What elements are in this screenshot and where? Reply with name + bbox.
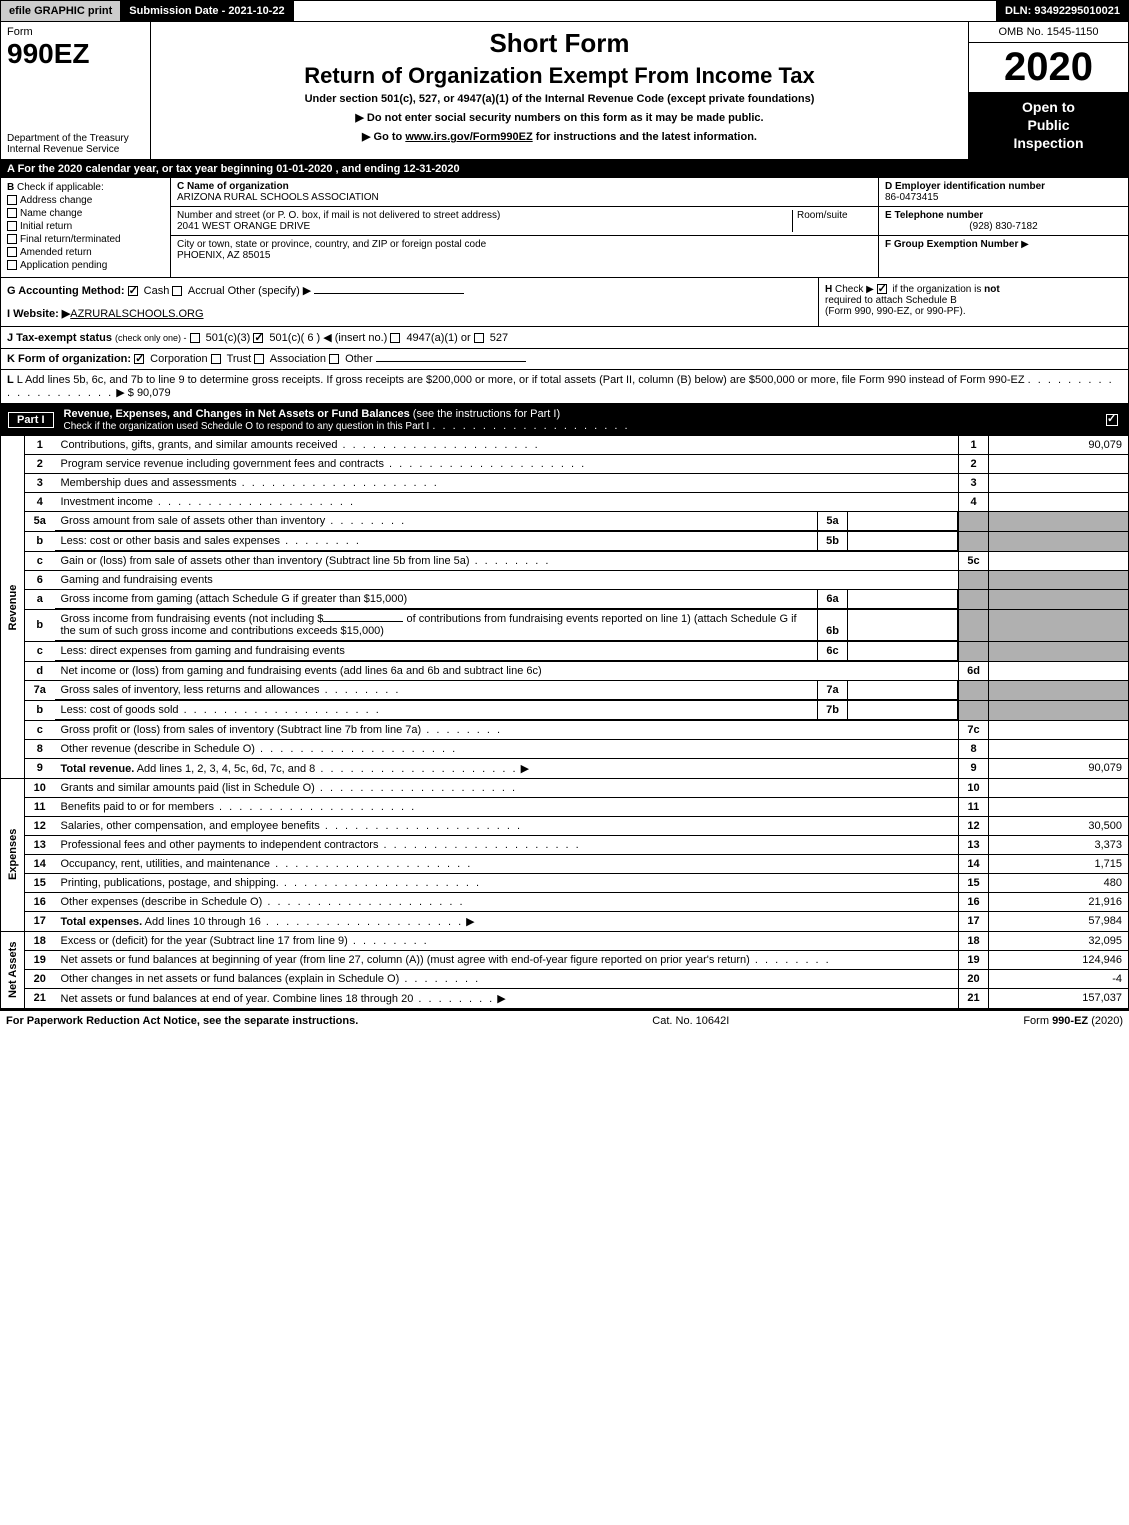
line-16-amount: 21,916 xyxy=(989,892,1129,911)
top-bar: efile GRAPHIC print Submission Date - 20… xyxy=(0,0,1129,22)
corporation-checkbox[interactable] xyxy=(134,354,144,364)
org-name: ARIZONA RURAL SCHOOLS ASSOCIATION xyxy=(177,192,872,203)
section-h: H Check ▶ if the organization is not req… xyxy=(818,278,1128,326)
line-20-amount: -4 xyxy=(989,969,1129,988)
telephone-value: (928) 830-7182 xyxy=(885,221,1122,232)
501c-checkbox[interactable] xyxy=(253,333,263,343)
line-9-amount: 90,079 xyxy=(989,758,1129,778)
section-gh: G Accounting Method: Cash Accrual Other … xyxy=(0,278,1129,327)
line-13-amount: 3,373 xyxy=(989,835,1129,854)
527-checkbox[interactable] xyxy=(474,333,484,343)
address-change-checkbox[interactable] xyxy=(7,195,17,205)
section-def: D Employer identification number 86-0473… xyxy=(878,178,1128,277)
short-form-title: Short Form xyxy=(161,28,958,59)
amended-return-checkbox[interactable] xyxy=(7,247,17,257)
ssn-notice: ▶ Do not enter social security numbers o… xyxy=(161,111,958,124)
info-block: B Check if applicable: Address change Na… xyxy=(0,178,1129,278)
trust-checkbox[interactable] xyxy=(211,354,221,364)
schedule-b-checkbox[interactable] xyxy=(877,284,887,294)
open-to-public: Open to Public Inspection xyxy=(969,92,1128,159)
line-12-amount: 30,500 xyxy=(989,816,1129,835)
return-title: Return of Organization Exempt From Incom… xyxy=(161,63,958,89)
form-label: Form xyxy=(7,26,144,38)
dln: DLN: 93492295010021 xyxy=(997,1,1128,21)
org-city: PHOENIX, AZ 85015 xyxy=(177,250,872,261)
line-19-amount: 124,946 xyxy=(989,950,1129,969)
page-footer: For Paperwork Reduction Act Notice, see … xyxy=(0,1009,1129,1031)
section-j: J Tax-exempt status (check only one) - 5… xyxy=(0,327,1129,349)
form-footer: Form 990-EZ (2020) xyxy=(1023,1015,1123,1027)
net-assets-side-label: Net Assets xyxy=(1,931,25,1008)
initial-return-checkbox[interactable] xyxy=(7,221,17,231)
section-b: B Check if applicable: Address change Na… xyxy=(1,178,171,277)
revenue-side-label: Revenue xyxy=(1,436,25,779)
paperwork-notice: For Paperwork Reduction Act Notice, see … xyxy=(6,1015,358,1027)
other-checkbox[interactable] xyxy=(329,354,339,364)
gross-receipts-amount: $ 90,079 xyxy=(128,387,171,399)
application-pending-checkbox[interactable] xyxy=(7,260,17,270)
part-i-header: Part I Revenue, Expenses, and Changes in… xyxy=(0,404,1129,436)
ein-value: 86-0473415 xyxy=(885,192,1122,203)
under-section: Under section 501(c), 527, or 4947(a)(1)… xyxy=(161,93,958,105)
form-number: 990EZ xyxy=(7,38,144,70)
section-a-tax-year: A For the 2020 calendar year, or tax yea… xyxy=(0,160,1129,178)
goto-notice: ▶ Go to www.irs.gov/Form990EZ for instru… xyxy=(161,130,958,143)
association-checkbox[interactable] xyxy=(254,354,264,364)
dept-treasury: Department of the Treasury xyxy=(7,133,144,144)
form-header: Form 990EZ Department of the Treasury In… xyxy=(0,22,1129,160)
website-link[interactable]: AZRURALSCHOOLS.ORG xyxy=(70,308,203,320)
irs-label: Internal Revenue Service xyxy=(7,144,144,155)
cash-checkbox[interactable] xyxy=(128,286,138,296)
4947-checkbox[interactable] xyxy=(390,333,400,343)
catalog-number: Cat. No. 10642I xyxy=(652,1015,729,1027)
name-change-checkbox[interactable] xyxy=(7,208,17,218)
expenses-side-label: Expenses xyxy=(1,778,25,931)
line-17-amount: 57,984 xyxy=(989,911,1129,931)
schedule-o-checkbox[interactable] xyxy=(1106,414,1118,426)
line-14-amount: 1,715 xyxy=(989,854,1129,873)
irs-link[interactable]: www.irs.gov/Form990EZ xyxy=(405,131,532,143)
501c3-checkbox[interactable] xyxy=(190,333,200,343)
line-15-amount: 480 xyxy=(989,873,1129,892)
section-k: K Form of organization: Corporation Trus… xyxy=(0,349,1129,370)
accrual-checkbox[interactable] xyxy=(172,286,182,296)
line-1-amount: 90,079 xyxy=(989,436,1129,455)
part-i-table: Revenue 1Contributions, gifts, grants, a… xyxy=(0,436,1129,1009)
omb-number: OMB No. 1545-1150 xyxy=(969,22,1128,43)
section-l: L L Add lines 5b, 6c, and 7b to line 9 t… xyxy=(0,370,1129,404)
efile-print[interactable]: efile GRAPHIC print xyxy=(1,1,121,21)
section-c: C Name of organization ARIZONA RURAL SCH… xyxy=(171,178,878,277)
submission-date: Submission Date - 2021-10-22 xyxy=(121,1,293,21)
org-address: 2041 WEST ORANGE DRIVE xyxy=(177,221,792,232)
tax-year: 2020 xyxy=(969,43,1128,92)
line-18-amount: 32,095 xyxy=(989,931,1129,950)
final-return-checkbox[interactable] xyxy=(7,234,17,244)
line-21-amount: 157,037 xyxy=(989,988,1129,1008)
room-suite: Room/suite xyxy=(792,210,872,232)
